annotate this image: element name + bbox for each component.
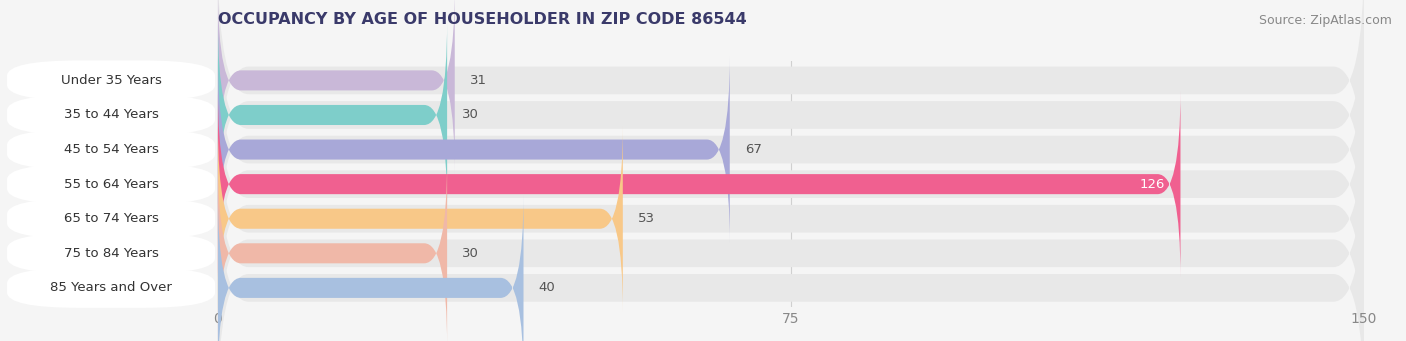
FancyBboxPatch shape (7, 95, 215, 135)
Text: 45 to 54 Years: 45 to 54 Years (63, 143, 159, 156)
Text: 75 to 84 Years: 75 to 84 Years (63, 247, 159, 260)
Text: 30: 30 (463, 247, 479, 260)
FancyBboxPatch shape (218, 25, 1364, 274)
FancyBboxPatch shape (7, 164, 215, 204)
FancyBboxPatch shape (218, 90, 1181, 278)
FancyBboxPatch shape (218, 60, 1364, 309)
FancyBboxPatch shape (7, 130, 215, 169)
Text: 30: 30 (463, 108, 479, 121)
FancyBboxPatch shape (7, 268, 215, 308)
FancyBboxPatch shape (218, 194, 523, 341)
FancyBboxPatch shape (218, 56, 730, 243)
FancyBboxPatch shape (218, 125, 623, 312)
FancyBboxPatch shape (218, 21, 447, 209)
FancyBboxPatch shape (218, 163, 1364, 341)
FancyBboxPatch shape (218, 0, 454, 174)
FancyBboxPatch shape (218, 129, 1364, 341)
Text: 126: 126 (1140, 178, 1166, 191)
FancyBboxPatch shape (7, 199, 215, 239)
FancyBboxPatch shape (7, 60, 215, 100)
Text: 55 to 64 Years: 55 to 64 Years (63, 178, 159, 191)
Text: 85 Years and Over: 85 Years and Over (51, 281, 172, 294)
Text: Under 35 Years: Under 35 Years (60, 74, 162, 87)
Text: 67: 67 (745, 143, 762, 156)
Text: OCCUPANCY BY AGE OF HOUSEHOLDER IN ZIP CODE 86544: OCCUPANCY BY AGE OF HOUSEHOLDER IN ZIP C… (218, 12, 747, 27)
Text: 31: 31 (470, 74, 486, 87)
Text: 53: 53 (638, 212, 655, 225)
Text: 40: 40 (538, 281, 555, 294)
Text: Source: ZipAtlas.com: Source: ZipAtlas.com (1258, 14, 1392, 27)
Text: 35 to 44 Years: 35 to 44 Years (63, 108, 159, 121)
Text: 65 to 74 Years: 65 to 74 Years (63, 212, 159, 225)
FancyBboxPatch shape (218, 0, 1364, 239)
FancyBboxPatch shape (218, 0, 1364, 205)
FancyBboxPatch shape (7, 233, 215, 273)
FancyBboxPatch shape (218, 94, 1364, 341)
FancyBboxPatch shape (218, 160, 447, 341)
